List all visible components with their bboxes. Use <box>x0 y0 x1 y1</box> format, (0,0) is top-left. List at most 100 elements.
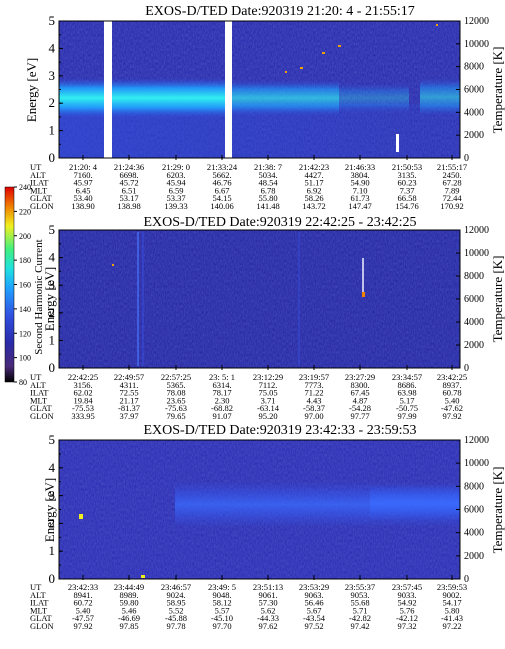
info-cell: 5.40 <box>445 395 460 405</box>
y2-tick-label: 2000 <box>464 130 484 141</box>
info-row-label: GLON <box>30 621 54 631</box>
info-cell: -47.62 <box>441 403 463 413</box>
info-cell: 23:49: 5 <box>208 582 236 592</box>
colorbar-label: Second Harmonic Current <box>33 239 45 354</box>
info-cell: 5.71 <box>353 605 368 615</box>
y-tick-label: 4 <box>49 40 56 55</box>
info-cell: 6698. <box>119 170 138 180</box>
info-cell: 5.17 <box>400 395 415 405</box>
info-cell: 71.22 <box>304 388 323 398</box>
info-cell: 97.52 <box>304 621 323 631</box>
info-cell: 5.57 <box>215 605 230 615</box>
colorbar-tick-label: 240 <box>19 183 31 192</box>
info-cell: 60.23 <box>397 178 416 188</box>
info-cell: 9024. <box>166 590 185 600</box>
panel-1-title: EXOS-D/TED Date:920319 21:20: 4 - 21:55:… <box>145 4 414 19</box>
y-tick-label: 1 <box>49 332 56 347</box>
info-cell: 3.71 <box>261 395 276 405</box>
info-row-label: GLON <box>30 411 54 421</box>
colorbar-tick-label: 120 <box>19 329 31 338</box>
info-cell: 3804. <box>350 170 369 180</box>
panel-1-data-gap-2 <box>225 21 232 158</box>
info-cell: -46.69 <box>118 613 140 623</box>
info-cell: 9063. <box>304 590 323 600</box>
info-cell: 6314. <box>212 380 231 390</box>
info-cell: 97.00 <box>304 411 323 421</box>
info-cell: 97.92 <box>442 411 461 421</box>
info-cell: 23:55:37 <box>345 582 375 592</box>
info-cell: 5365. <box>166 380 185 390</box>
info-cell: 45.94 <box>166 178 186 188</box>
info-cell: 139.33 <box>164 201 187 211</box>
info-cell: -44.33 <box>257 613 279 623</box>
info-cell: 23:59:53 <box>437 582 467 592</box>
y-tick-label: 2 <box>49 305 56 320</box>
info-cell: 5.67 <box>307 605 322 615</box>
info-cell: 5662. <box>212 170 231 180</box>
info-cell: 6203. <box>166 170 185 180</box>
info-cell: 54.17 <box>442 598 461 608</box>
info-row-label: GLON <box>30 201 54 211</box>
info-cell: 72.55 <box>119 388 138 398</box>
info-cell: 58.12 <box>212 598 231 608</box>
info-cell: 2450. <box>442 170 461 180</box>
info-cell: -43.54 <box>303 613 326 623</box>
info-cell: 141.48 <box>256 201 279 211</box>
info-row-label: MLT <box>30 605 48 615</box>
info-cell: 22:49:57 <box>114 372 144 382</box>
y-tick-label: 1 <box>49 543 56 558</box>
info-cell: 9061. <box>258 590 277 600</box>
info-cell: 53.40 <box>73 193 92 203</box>
info-cell: 9048. <box>212 590 231 600</box>
colorbar-tick-label: 140 <box>19 305 31 314</box>
info-cell: 6.67 <box>215 185 230 195</box>
info-cell: 58.26 <box>304 193 323 203</box>
info-cell: 97.92 <box>73 621 92 631</box>
panel-3-info-table: UTALTILATMLTGLATGLON23:42:338941.60.725.… <box>30 575 467 631</box>
panel-2-left-ticks: 0 1 2 3 4 5 <box>49 222 63 375</box>
y2-tick-label: 12000 <box>464 435 489 446</box>
info-cell: 54.90 <box>350 178 369 188</box>
info-cell: 60.72 <box>73 598 92 608</box>
info-cell: 21:38: 7 <box>254 162 282 172</box>
info-cell: 97.70 <box>212 621 231 631</box>
info-cell: -41.43 <box>441 613 463 623</box>
info-cell: 21:55:17 <box>437 162 467 172</box>
info-cell: 6.92 <box>307 185 322 195</box>
info-cell: 95.20 <box>258 411 277 421</box>
y2-tick-label: 6000 <box>464 294 484 305</box>
info-cell: 5.62 <box>261 605 276 615</box>
info-cell: 21.17 <box>119 395 138 405</box>
panel-3-y2-label: Temperature [K] <box>490 467 505 554</box>
info-cell: 5034. <box>258 170 277 180</box>
y2-tick-label: 4000 <box>464 528 484 539</box>
info-cell: -75.53 <box>72 403 94 413</box>
info-cell: 23:46:57 <box>161 582 191 592</box>
info-cell: 138.90 <box>71 201 94 211</box>
info-cell: 55.80 <box>258 193 277 203</box>
info-cell: 140.06 <box>210 201 233 211</box>
panel-3-band-right <box>370 485 460 520</box>
y2-tick-label: 10000 <box>464 458 489 469</box>
info-cell: 5.80 <box>445 605 460 615</box>
info-cell: 21:24:36 <box>114 162 144 172</box>
info-cell: 45.97 <box>73 178 92 188</box>
info-cell: 21:46:33 <box>345 162 375 172</box>
info-cell: 154.76 <box>395 201 418 211</box>
y-tick-label: 4 <box>49 460 56 475</box>
info-cell: 97.77 <box>350 411 369 421</box>
panel-1-band-fade <box>339 83 409 113</box>
panel-2-y2-label: Temperature [K] <box>490 256 505 343</box>
colorbar-tick-label: 180 <box>19 256 31 265</box>
info-cell: 56.46 <box>304 598 323 608</box>
info-cell: 75.05 <box>258 388 277 398</box>
info-cell: 97.32 <box>397 621 416 631</box>
info-cell: 57.30 <box>258 598 277 608</box>
info-cell: 138.98 <box>117 201 140 211</box>
panel-1-band-core <box>59 78 229 118</box>
info-cell: 23:12:29 <box>253 372 283 382</box>
info-cell: 3156. <box>73 380 92 390</box>
info-cell: 23:42:25 <box>437 372 467 382</box>
info-row-label: GLAT <box>30 613 53 623</box>
y-tick-label: 2 <box>49 515 56 530</box>
